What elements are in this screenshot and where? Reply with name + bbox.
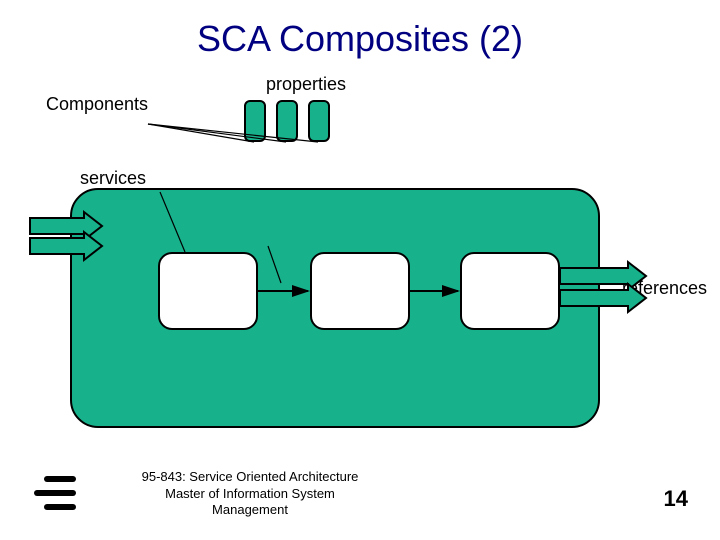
logo-icon xyxy=(34,472,76,514)
property-box-3 xyxy=(308,100,330,142)
page-number: 14 xyxy=(664,486,688,512)
label-properties: properties xyxy=(266,74,346,95)
footer-course: 95-843: Service Oriented Architecture xyxy=(110,469,390,485)
property-box-2 xyxy=(276,100,298,142)
footer-program-1: Master of Information System xyxy=(110,486,390,502)
property-box-1 xyxy=(244,100,266,142)
component-2 xyxy=(310,252,410,330)
label-references: references xyxy=(622,278,707,299)
slide-title: SCA Composites (2) xyxy=(0,18,720,60)
component-3 xyxy=(460,252,560,330)
footer-text: 95-843: Service Oriented Architecture Ma… xyxy=(110,469,390,518)
label-components: Components xyxy=(46,94,148,115)
label-services: services xyxy=(80,168,146,189)
component-1 xyxy=(158,252,258,330)
footer-program-2: Management xyxy=(110,502,390,518)
